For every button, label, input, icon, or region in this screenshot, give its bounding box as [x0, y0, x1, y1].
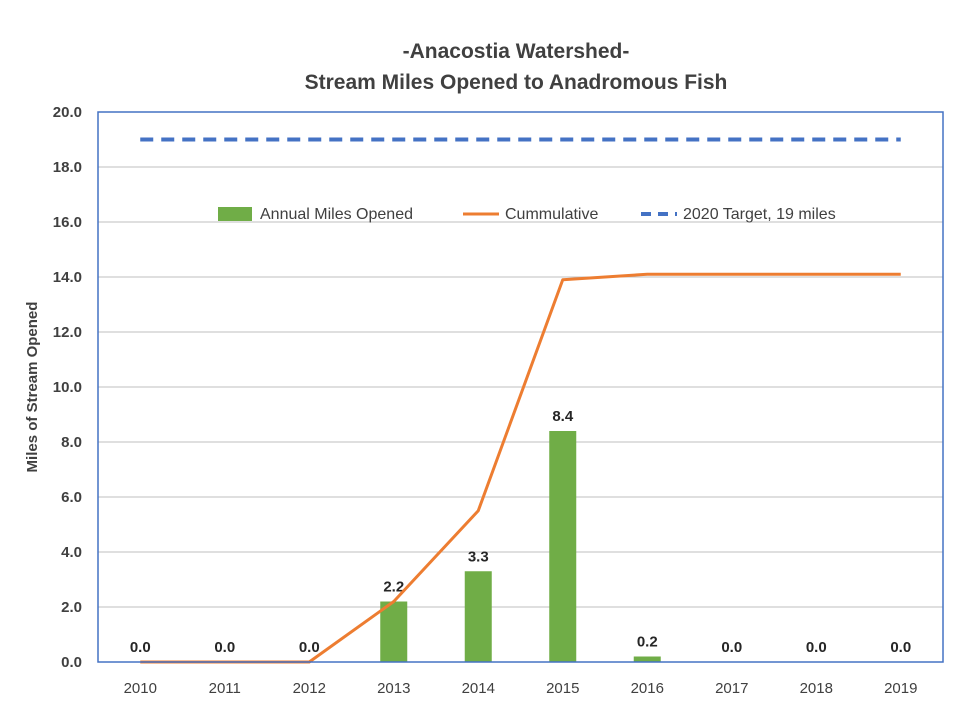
x-tick-labels: 2010 2011 2012 2013 2014 2015 2016 2017 2018 2019: [124, 680, 918, 697]
bar-data-label: 0.0: [299, 639, 320, 656]
y-axis-label: Miles of Stream Opened: [24, 302, 41, 473]
x-tick-label: 2018: [800, 680, 833, 697]
legend-label: 2020 Target, 19 miles: [683, 206, 836, 223]
y-tick-label: 6.0: [61, 489, 82, 506]
bar-data-label: 0.0: [806, 639, 827, 656]
chart-title-line-2: Stream Miles Opened to Anadromous Fish: [305, 71, 728, 94]
x-tick-label: 2016: [631, 680, 664, 697]
chart-title-line-1: -Anacostia Watershed-: [403, 40, 630, 63]
y-tick-label: 14.0: [53, 269, 82, 286]
bar-series: [380, 431, 661, 662]
bar: [633, 656, 661, 662]
bar-data-label: 8.4: [552, 408, 574, 425]
y-tick-label: 8.0: [61, 434, 82, 451]
x-tick-label: 2010: [124, 680, 157, 697]
x-tick-label: 2015: [546, 680, 579, 697]
x-tick-label: 2014: [462, 680, 495, 697]
bar: [380, 601, 408, 662]
bar: [549, 431, 577, 662]
bar-data-label: 2.2: [383, 579, 404, 596]
bar-data-label: 0.0: [214, 639, 235, 656]
legend-swatch-bar: [218, 207, 252, 221]
y-tick-label: 20.0: [53, 104, 82, 121]
x-tick-label: 2013: [377, 680, 410, 697]
legend-label: Annual Miles Opened: [260, 206, 413, 223]
y-tick-label: 2.0: [61, 599, 82, 616]
grid-lines: [98, 166, 943, 608]
bar-data-label: 0.0: [721, 639, 742, 656]
legend-label: Cummulative: [505, 206, 598, 223]
plot-area-border: [97, 111, 944, 663]
legend: Annual Miles Opened Cummulative 2020 Targe…: [218, 206, 836, 223]
x-tick-label: 2012: [293, 680, 326, 697]
y-tick-labels: 0.0 2.0 4.0 6.0 8.0 10.0 12.0 14.0 16.0 18.0 20.0: [53, 104, 82, 671]
bar-data-label: 0.2: [637, 634, 658, 651]
y-tick-label: 4.0: [61, 544, 82, 561]
bar-data-label: 0.0: [130, 639, 151, 656]
bar-data-label: 0.0: [890, 639, 911, 656]
y-tick-label: 0.0: [61, 654, 82, 671]
bar: [464, 571, 492, 662]
bar-data-labels: 0.0 0.0 0.0 2.2 3.3 8.4 0.2 0.0 0.0 0.0: [130, 408, 911, 656]
y-tick-label: 16.0: [53, 214, 82, 231]
y-tick-label: 10.0: [53, 379, 82, 396]
y-tick-label: 18.0: [53, 159, 82, 176]
x-tick-label: 2011: [209, 680, 241, 697]
y-tick-label: 12.0: [53, 324, 82, 341]
bar-data-label: 3.3: [468, 548, 489, 565]
x-tick-label: 2017: [715, 680, 748, 697]
x-tick-label: 2019: [884, 680, 917, 697]
